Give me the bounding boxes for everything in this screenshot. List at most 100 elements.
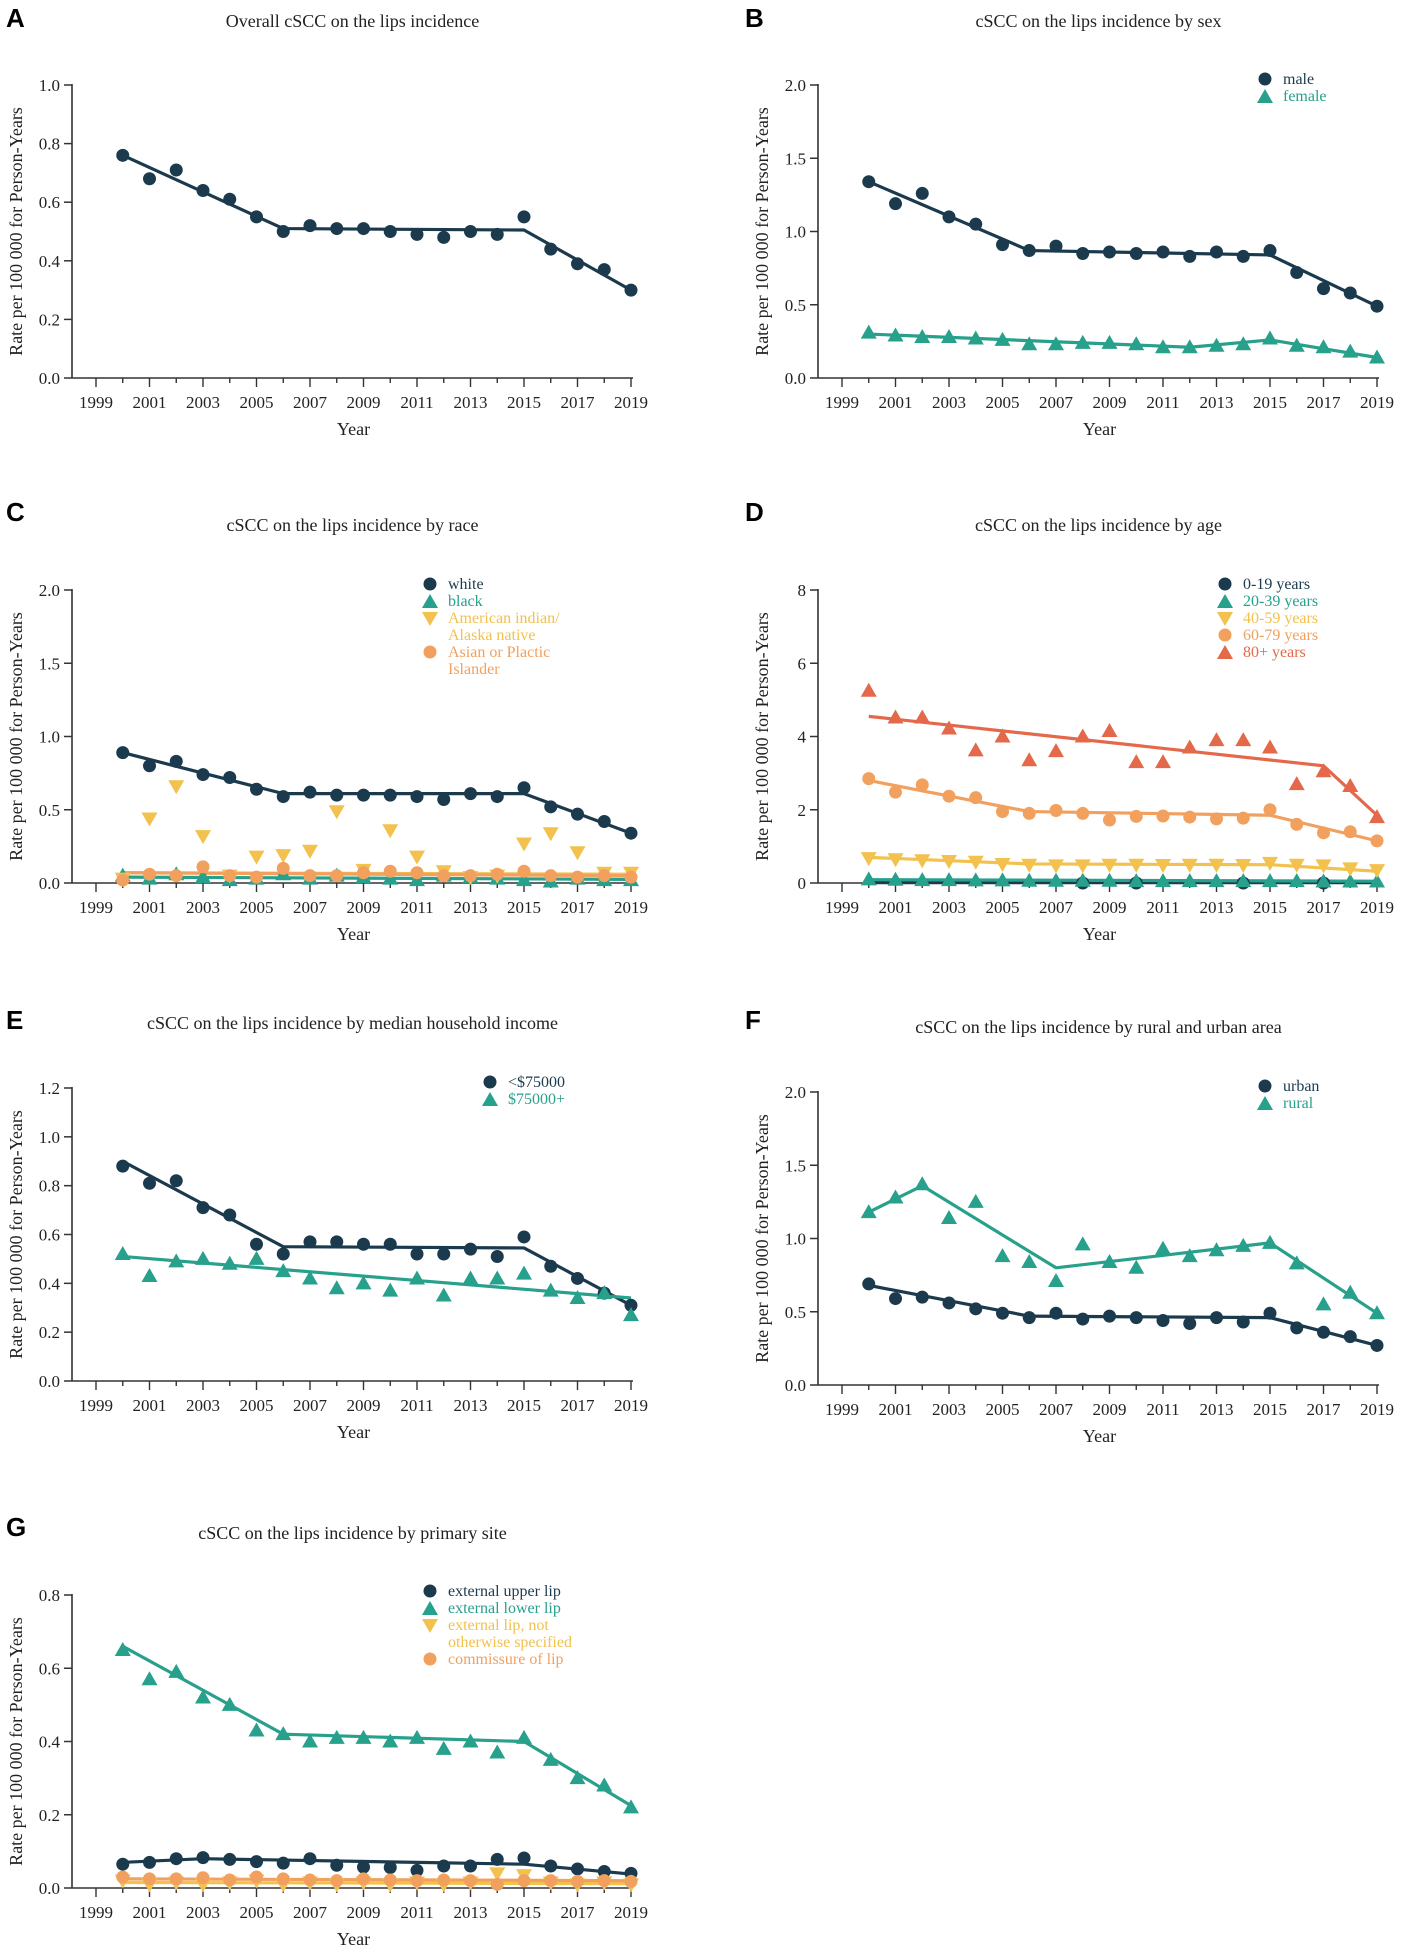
data-point <box>1048 1272 1064 1287</box>
y-axis-label: Rate per 100 000 for Person-Years <box>752 107 772 356</box>
data-point <box>302 1733 318 1748</box>
data-point <box>382 1733 399 1748</box>
y-axis-label: Rate per 100 000 for Person-Years <box>6 107 26 356</box>
data-point <box>303 1852 317 1866</box>
data-point <box>569 1770 586 1785</box>
panel-letter: E <box>6 1005 23 1035</box>
data-point <box>1048 336 1064 351</box>
data-point <box>195 1689 211 1704</box>
y-tick-label: 1.0 <box>785 1230 806 1249</box>
data-point <box>169 1872 183 1886</box>
data-point <box>1290 1321 1304 1335</box>
y-tick-label: 0.5 <box>39 801 60 820</box>
legend-marker <box>422 612 438 626</box>
data-point <box>1048 872 1064 887</box>
data-point <box>1369 873 1385 888</box>
data-point <box>1208 873 1225 888</box>
data-point <box>994 1248 1011 1263</box>
series-2 <box>114 780 639 887</box>
data-point <box>571 870 584 884</box>
legend-label: <$75000 <box>508 1074 565 1091</box>
data-point <box>1315 1296 1332 1311</box>
data-point <box>542 1282 559 1297</box>
data-point <box>1315 763 1332 778</box>
y-tick-label: 1.5 <box>785 1156 806 1175</box>
data-point <box>1342 873 1359 888</box>
series-1 <box>860 1176 1385 1320</box>
data-point <box>996 238 1009 252</box>
data-point <box>410 1863 424 1877</box>
legend-label: 0-19 years <box>1243 576 1310 593</box>
legend-label: external upper lip <box>448 1583 561 1600</box>
legend-label: $75000+ <box>508 1091 565 1108</box>
x-tick-label: 2015 <box>507 1396 541 1415</box>
data-point <box>410 1247 424 1261</box>
chart-title: Overall cSCC on the lips incidence <box>226 11 479 31</box>
data-point <box>250 1870 263 1884</box>
data-point <box>1343 1330 1357 1344</box>
data-point <box>303 1235 317 1249</box>
data-point <box>915 778 929 792</box>
legend-label: Islander <box>448 661 500 678</box>
trend-line-0 <box>122 153 632 292</box>
chart-title: cSCC on the lips incidence by median hou… <box>147 1013 558 1033</box>
data-point <box>1155 339 1171 354</box>
data-point <box>1129 1311 1143 1325</box>
data-point <box>1262 856 1278 871</box>
data-point <box>624 1874 638 1888</box>
y-tick-label: 0 <box>798 874 807 893</box>
data-point <box>410 866 424 880</box>
data-point <box>1208 337 1225 352</box>
legend-marker <box>1258 1079 1272 1093</box>
data-point <box>435 1287 452 1302</box>
legend-marker <box>422 594 438 608</box>
data-point <box>357 1860 370 1874</box>
data-point <box>250 1855 263 1869</box>
data-point <box>328 1280 345 1295</box>
data-point <box>464 869 477 883</box>
x-tick-label: 2005 <box>986 898 1020 917</box>
x-axis-label: Year <box>337 1929 370 1949</box>
data-point <box>914 328 931 343</box>
data-point <box>1181 339 1198 354</box>
legend-label: 80+ years <box>1243 644 1306 661</box>
data-point <box>409 1270 425 1285</box>
data-point <box>517 1851 531 1865</box>
chart-title: cSCC on the lips incidence by primary si… <box>198 1523 506 1543</box>
data-point <box>569 846 586 861</box>
x-axis-label: Year <box>337 924 370 944</box>
data-point <box>1129 246 1143 260</box>
legend-marker <box>423 1584 437 1598</box>
data-point <box>223 1852 237 1866</box>
data-point <box>1263 244 1277 258</box>
data-point <box>464 1874 477 1888</box>
x-tick-label: 2017 <box>1307 393 1342 412</box>
x-tick-label: 2005 <box>986 393 1020 412</box>
y-tick-label: 0.8 <box>39 1177 60 1196</box>
data-point <box>141 812 158 827</box>
data-point <box>437 869 451 883</box>
trend-line-0 <box>868 1283 1378 1347</box>
data-point <box>1288 337 1305 352</box>
legend-label: 40-59 years <box>1243 610 1318 627</box>
data-point <box>1369 809 1385 824</box>
y-tick-label: 4 <box>798 728 807 747</box>
data-point <box>1128 336 1145 351</box>
x-tick-label: 2003 <box>932 393 966 412</box>
panel-letter: C <box>6 497 25 527</box>
data-point <box>941 720 957 735</box>
data-point <box>969 217 983 231</box>
x-tick-label: 1999 <box>825 393 859 412</box>
x-tick-label: 2017 <box>561 898 596 917</box>
x-tick-label: 2007 <box>1039 898 1074 917</box>
data-point <box>994 331 1011 346</box>
x-tick-label: 2019 <box>1360 393 1394 412</box>
data-point <box>464 1859 477 1873</box>
data-point <box>624 826 638 840</box>
y-tick-label: 2 <box>798 801 807 820</box>
data-point <box>116 148 130 162</box>
x-tick-label: 2011 <box>400 1903 433 1922</box>
x-tick-label: 2019 <box>614 1396 648 1415</box>
data-point <box>517 864 531 878</box>
legend: <$75000$75000+ <box>482 1074 565 1108</box>
